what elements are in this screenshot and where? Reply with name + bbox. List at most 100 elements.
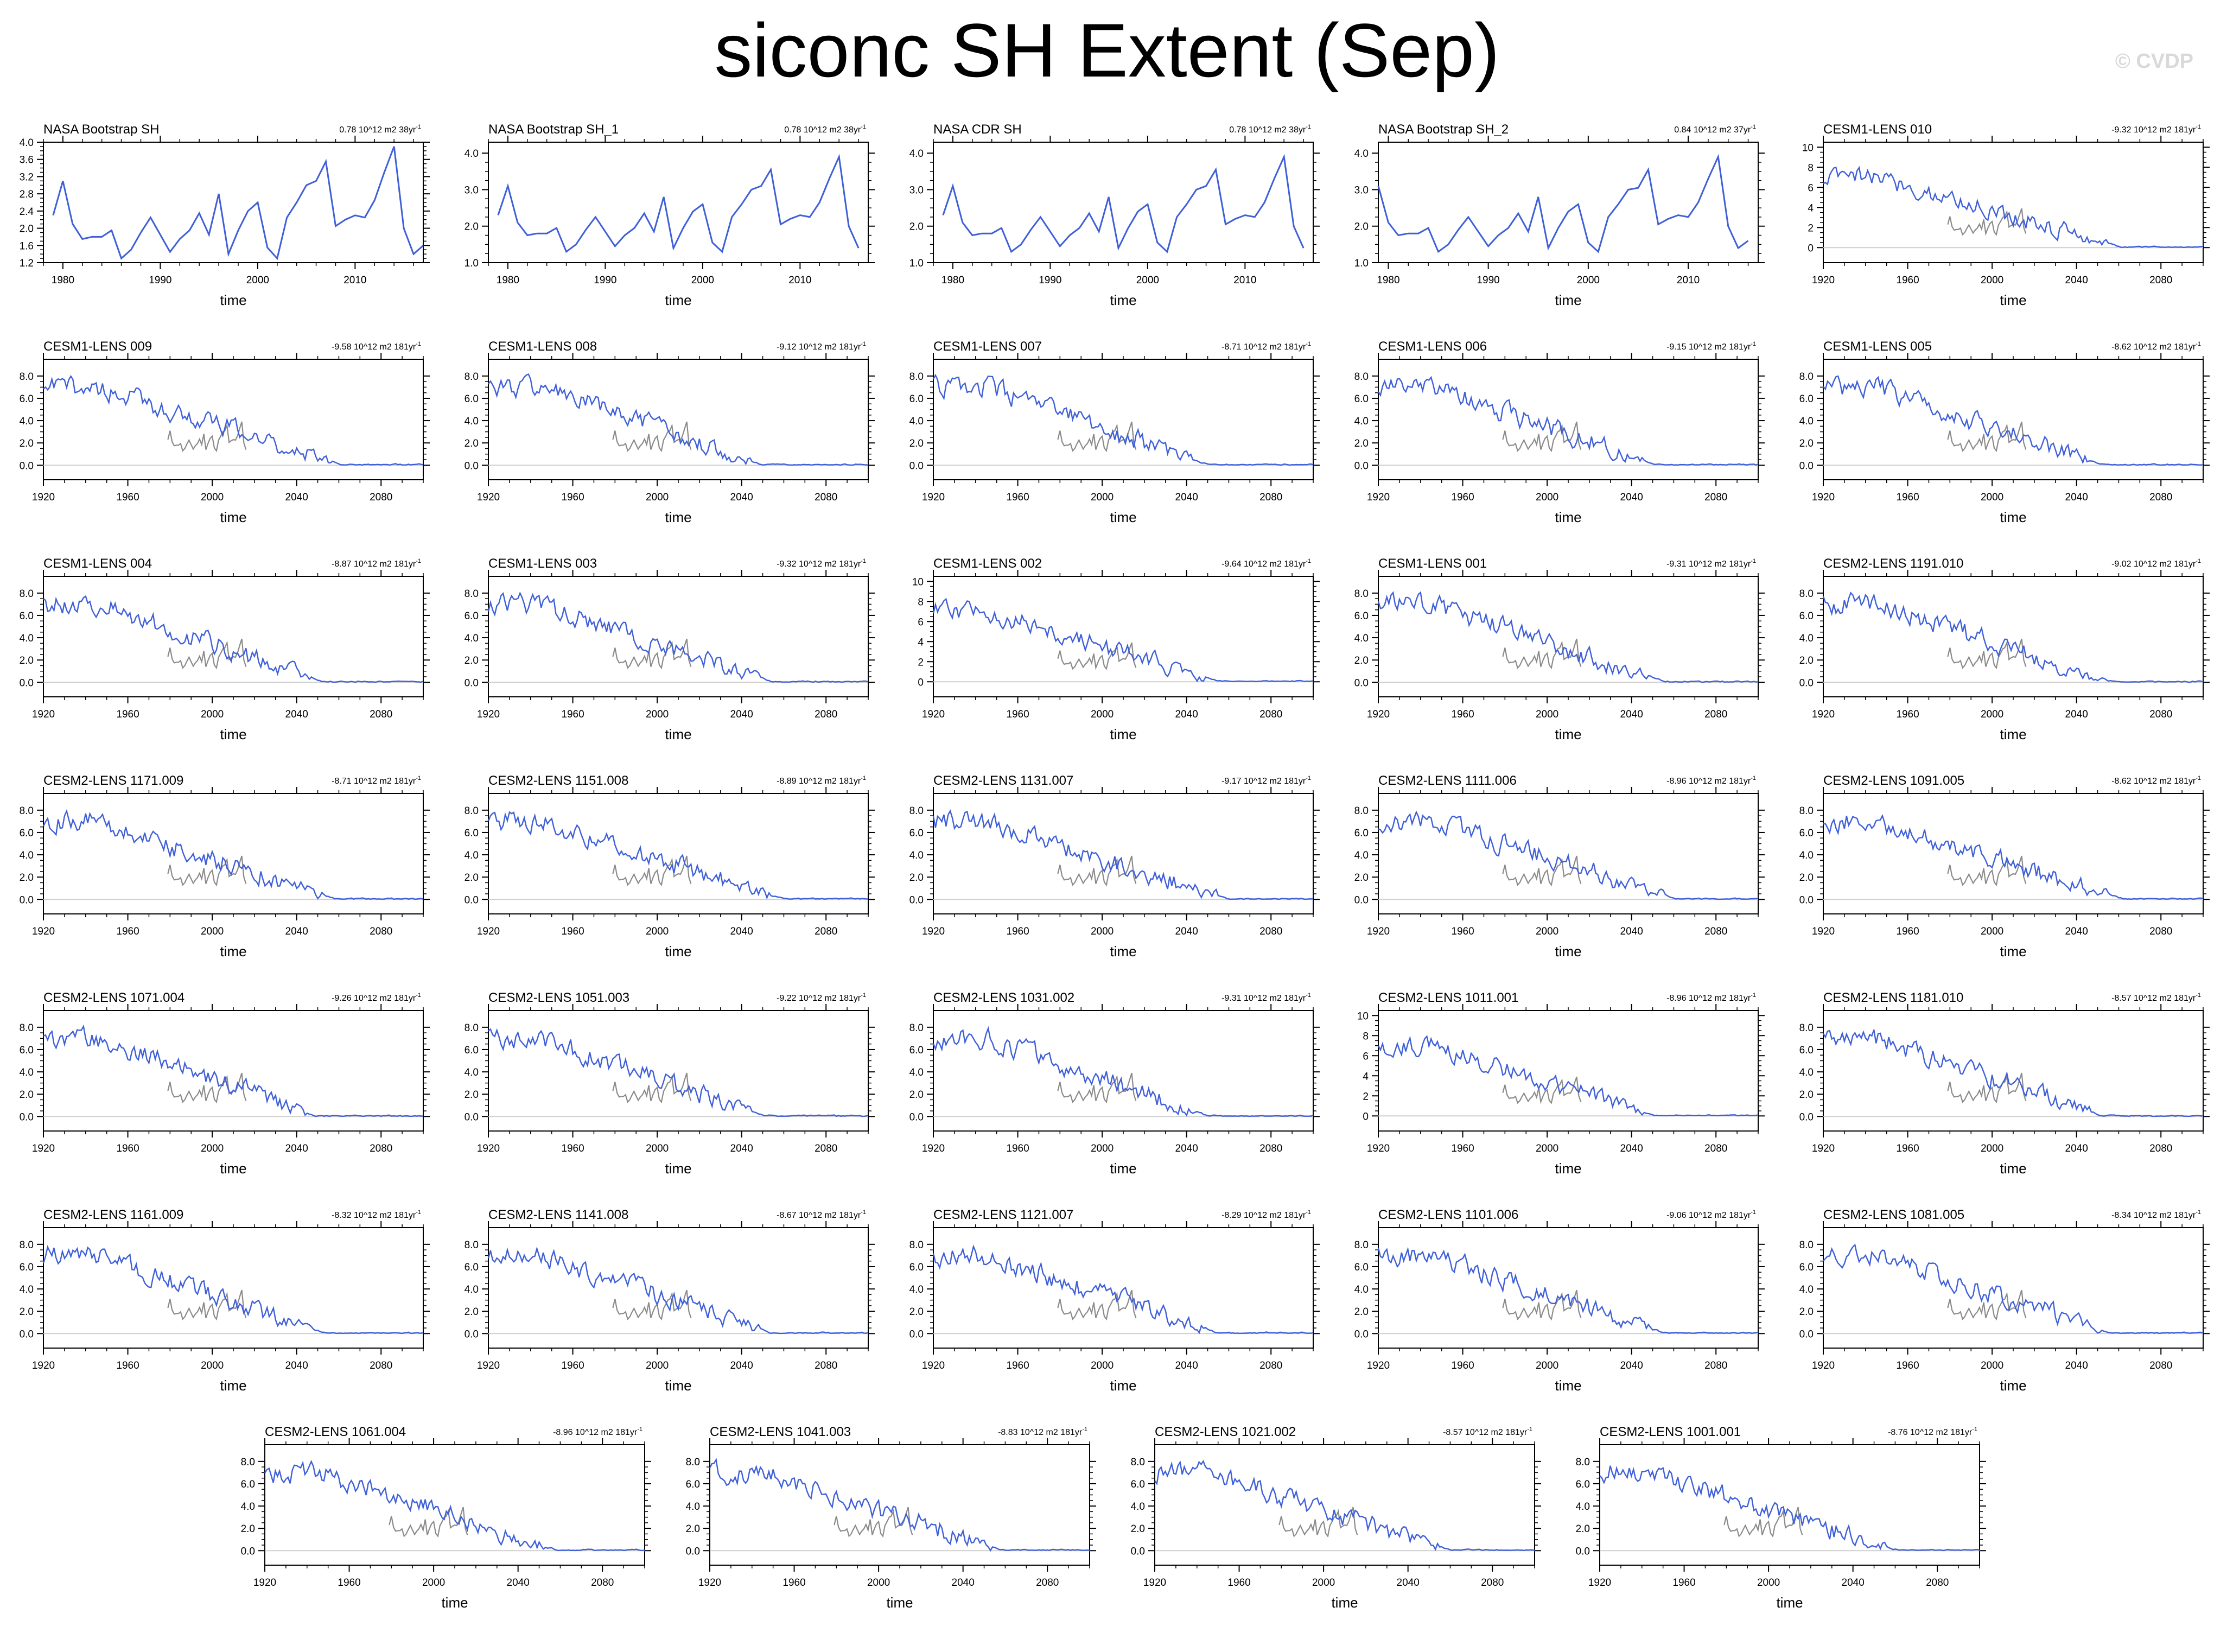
x-tick-label: 1920	[32, 1360, 55, 1371]
y-tick-label: 6.0	[20, 611, 34, 622]
y-tick-label: 8.0	[909, 1240, 924, 1251]
x-tick-label: 1980	[497, 275, 519, 286]
y-tick-label: 2.0	[909, 872, 924, 884]
panel-title: CESM2-LENS 1191.010	[1823, 556, 1963, 571]
x-tick-label: 2080	[815, 492, 837, 503]
x-tick-label: 1960	[1227, 1577, 1250, 1589]
panel-cesm1-lens-007: CESM1-LENS 007 -8.71 10^12 m2 181yr-1 0.0 2…	[909, 339, 1320, 525]
x-tick-label: 2000	[646, 926, 669, 937]
y-tick-label: 2.0	[1354, 221, 1369, 233]
y-tick-label: 8.0	[1576, 1457, 1590, 1468]
series-line	[1599, 1465, 1980, 1552]
plot-frame	[933, 1227, 1314, 1349]
trend-label: -8.87 10^12 m2 181yr-1	[332, 558, 421, 569]
panel-cesm2-lens-1011-001: CESM2-LENS 1011.001 -8.96 10^12 m2 181yr-…	[1357, 990, 1765, 1177]
series-line	[1823, 814, 2204, 900]
series-line	[487, 811, 869, 900]
series-line	[42, 809, 424, 900]
x-axis-label: time	[441, 1594, 468, 1611]
y-tick-label: 0.0	[1799, 677, 1814, 689]
panel-cesm1-lens-001: CESM1-LENS 001 -9.31 10^12 m2 181yr-1 0.0 2…	[1354, 556, 1765, 742]
y-tick-label: 0.0	[686, 1546, 700, 1557]
plot-frame	[488, 576, 869, 697]
trend-label: -9.22 10^12 m2 181yr-1	[777, 992, 866, 1003]
plot-frame	[488, 359, 869, 480]
y-tick-label: 2.0	[1354, 438, 1369, 449]
y-tick-label: 2.0	[1799, 872, 1814, 884]
panel-title: CESM1-LENS 006	[1378, 339, 1487, 354]
x-tick-label: 1920	[1588, 1577, 1611, 1589]
x-tick-label: 1980	[52, 275, 74, 286]
y-tick-label: 8.0	[465, 1240, 479, 1251]
panel-title: NASA Bootstrap SH	[43, 122, 159, 137]
y-tick-label: 4.0	[909, 1284, 924, 1295]
plot-frame	[709, 1444, 1090, 1566]
x-tick-label: 1920	[698, 1577, 721, 1589]
y-tick-label: 4.0	[1799, 633, 1814, 644]
plot-frame	[1823, 1227, 2204, 1349]
y-tick-label: 10	[1802, 142, 1814, 154]
x-tick-label: 2040	[285, 926, 308, 937]
x-axis-label: time	[2000, 509, 2026, 525]
x-axis-label: time	[1110, 1160, 1136, 1177]
series-line	[1822, 592, 2204, 683]
x-axis-label: time	[665, 1160, 691, 1177]
x-tick-label: 2000	[1536, 1360, 1558, 1371]
y-tick-label: 8.0	[909, 371, 924, 383]
obs-overlay-line	[1057, 855, 1137, 887]
series-line	[1377, 376, 1759, 466]
x-tick-label: 2040	[1175, 926, 1198, 937]
y-tick-label: 0.0	[909, 1111, 924, 1123]
x-axis-label: time	[220, 726, 246, 742]
x-axis-label: time	[220, 1160, 246, 1177]
y-tick-label: 4.0	[1354, 148, 1369, 160]
y-tick-label: 6.0	[20, 393, 34, 405]
plot-frame	[488, 793, 869, 914]
y-tick-label: 0	[1808, 243, 1814, 254]
plot-frame	[1823, 142, 2204, 263]
plot-frame	[488, 142, 869, 263]
x-tick-label: 1920	[1812, 926, 1835, 937]
panel-cesm2-lens-1021-002: CESM2-LENS 1021.002 -8.57 10^12 m2 181yr-…	[1131, 1425, 1541, 1611]
plot-frame	[1823, 1010, 2204, 1132]
panel-title: NASA Bootstrap SH_2	[1378, 122, 1509, 137]
x-tick-label: 2080	[2149, 492, 2172, 503]
trend-label: -9.32 10^12 m2 181yr-1	[2111, 124, 2201, 135]
y-tick-label: 6.0	[1799, 1045, 1814, 1056]
x-tick-label: 2000	[1536, 492, 1558, 503]
x-axis-label: time	[2000, 292, 2026, 308]
page-title: siconc SH Extent (Sep)	[714, 8, 1500, 93]
x-tick-label: 2040	[2065, 1143, 2088, 1154]
panel-cesm2-lens-1001-001: CESM2-LENS 1001.001 -8.76 10^12 m2 181yr-…	[1576, 1425, 1986, 1611]
x-tick-label: 2040	[2065, 275, 2088, 286]
x-tick-label: 2000	[1091, 1360, 1114, 1371]
plot-frame	[1378, 359, 1759, 480]
y-tick-label: 6.0	[1131, 1479, 1145, 1490]
series-line	[709, 1458, 1090, 1552]
obs-overlay-line	[1947, 638, 2027, 670]
plot-frame	[488, 1010, 869, 1132]
x-axis-label: time	[2000, 1377, 2026, 1394]
x-tick-label: 2040	[2065, 1360, 2088, 1371]
trend-label: -9.58 10^12 m2 181yr-1	[332, 341, 421, 352]
plot-frame	[1823, 576, 2204, 697]
x-tick-label: 2080	[1481, 1577, 1504, 1589]
y-tick-label: 2	[1808, 223, 1814, 234]
x-tick-label: 1920	[32, 926, 55, 937]
obs-overlay-line	[1057, 1289, 1137, 1321]
y-tick-label: 2.0	[465, 1089, 479, 1101]
plot-frame	[933, 359, 1314, 480]
panel-cesm1-lens-008: CESM1-LENS 008 -9.12 10^12 m2 181yr-1 0.0 2…	[465, 339, 875, 525]
x-tick-label: 1920	[922, 1143, 945, 1154]
y-tick-label: 0.0	[1576, 1546, 1590, 1557]
y-tick-label: 6	[1363, 1051, 1369, 1062]
x-tick-label: 1990	[1477, 275, 1499, 286]
panel-title: CESM2-LENS 1011.001	[1378, 990, 1518, 1005]
x-tick-label: 2000	[646, 492, 669, 503]
x-tick-label: 2040	[285, 492, 308, 503]
x-tick-label: 1960	[1451, 492, 1474, 503]
x-tick-label: 2000	[646, 1360, 669, 1371]
x-tick-label: 2000	[201, 926, 224, 937]
x-tick-label: 2000	[1091, 709, 1114, 720]
y-tick-label: 4.0	[1354, 633, 1369, 644]
